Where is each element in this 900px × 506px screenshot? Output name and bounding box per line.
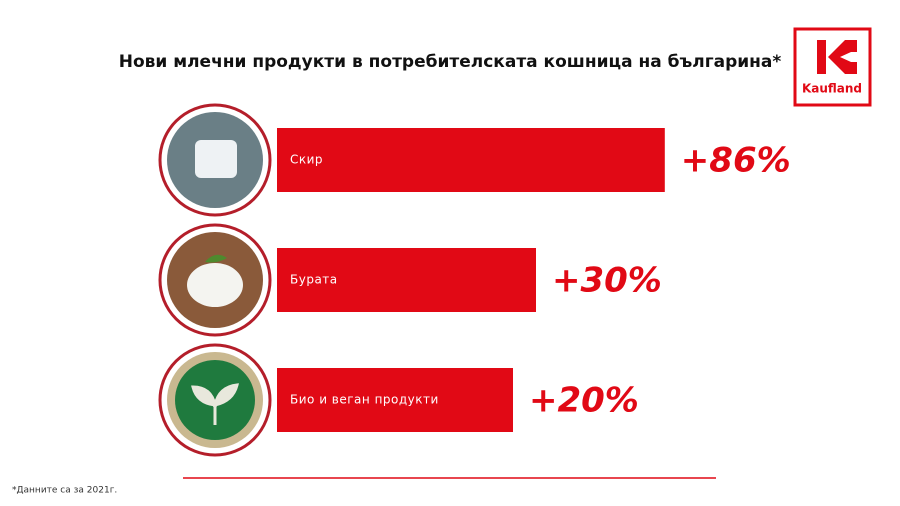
category-label: Бурата [290,273,338,287]
value-label: +20% [529,381,639,421]
logo: Kaufland [793,27,872,107]
logo-k-arm [828,40,857,74]
category-label: Скир [290,153,323,167]
chart-title: Нови млечни продукти в потребителската к… [119,52,782,72]
bar [277,248,536,312]
logo-frame [793,27,872,107]
bar [277,128,665,192]
icon-bio [158,343,272,457]
footnote: *Данните са за 2021г. [12,486,117,496]
bar [277,368,513,432]
value-label: +30% [552,261,662,301]
icon-burrata [158,223,272,337]
value-label: +86% [681,141,791,181]
logo-text: Kaufland [802,82,862,96]
logo-k-stem [817,40,826,74]
icon-skyr [158,103,272,217]
category-label: Био и веган продукти [290,393,439,407]
